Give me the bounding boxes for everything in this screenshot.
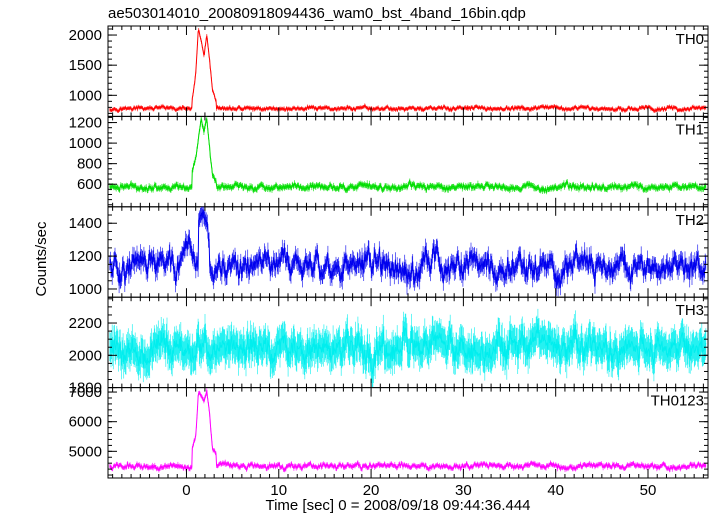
panel-label: TH2 [676,212,704,229]
series-th3 [109,308,707,388]
panel-th0: TH0 1000 1500 2000 [69,25,709,117]
y-axis-label: Counts/sec [33,221,50,297]
x-axis-label: Time [sec] 0 = 2008/09/18 09:44:36.444 [265,497,530,514]
error-bars [109,116,707,195]
y-tick-label: 5000 [69,443,102,460]
series-th0123 [109,388,707,473]
chart-title: ae503014010_20080918094436_wam0_bst_4ban… [108,5,526,22]
panel-th2: TH2 1000 1200 1400 [69,206,709,298]
series-line [109,118,707,194]
panel-label: TH0123 [651,393,704,410]
panel-th3: TH3 1800 2000 2200 [69,296,709,397]
y-tick-label: 1400 [69,215,102,232]
y-tick-label: 1200 [69,248,102,265]
y-tick-label: 1500 [69,57,102,74]
x-tick-label: 40 [547,482,564,499]
y-tick-label: 600 [77,176,102,193]
y-tick-label: 2200 [69,315,102,332]
x-tick-label: 30 [455,482,472,499]
error-bars [109,28,707,113]
y-tick-label: 1200 [69,115,102,132]
series-th0 [109,28,707,113]
panel-label: TH3 [676,302,704,319]
y-tick-label: 1000 [69,87,102,104]
x-tick-label: 20 [363,482,380,499]
y-tick-label: 1000 [69,281,102,298]
y-tick-label: 6000 [69,414,102,431]
x-tick-label: 0 [182,482,190,499]
x-tick-label: 50 [640,482,657,499]
y-tick-label: 1000 [69,135,102,152]
x-tick-label: 10 [270,482,287,499]
series-line [109,208,707,290]
series-th1 [109,116,707,195]
series-line [109,323,707,375]
y-tick-label: 1800 [69,380,102,397]
panel-th0123: TH0123 5000 6000 7000 [69,384,709,479]
series-line [109,29,707,113]
error-bars [109,388,707,473]
panel-frame [107,115,709,208]
panels-group: TH0 1000 1500 2000 TH1 600 800 1000 1200 TH2 1000 1… [69,25,709,499]
series-line [109,390,706,472]
y-tick-label: 800 [77,156,102,173]
y-tick-label: 2000 [69,347,102,364]
panel-th1: TH1 600 800 1000 1200 [69,115,709,208]
series-th2 [109,206,707,297]
y-tick-label: 7000 [69,384,102,401]
error-bars [109,206,707,297]
panel-label: TH0 [676,31,704,48]
panel-label: TH1 [676,121,704,138]
y-tick-label: 2000 [69,27,102,44]
